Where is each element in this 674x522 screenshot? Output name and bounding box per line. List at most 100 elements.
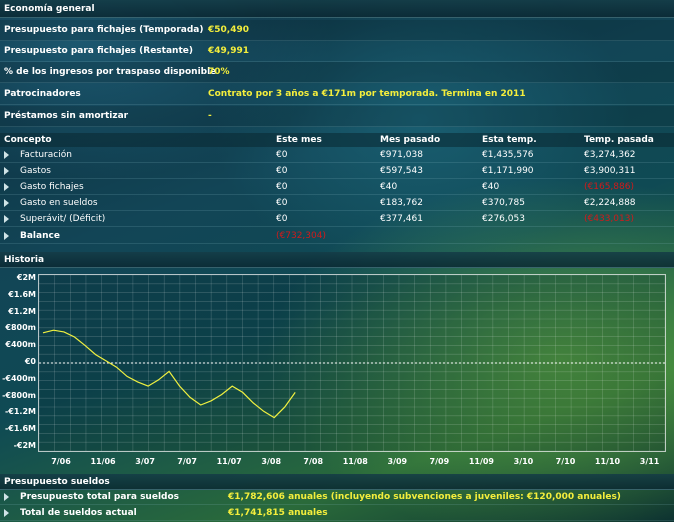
este-mes: €0 — [276, 150, 288, 160]
value: 70% — [208, 67, 230, 77]
mes-pasado: €183,762 — [380, 198, 423, 208]
x-tick-label: 7/09 — [429, 457, 450, 466]
economia-title: Economía general — [4, 4, 95, 14]
finance-row-gasto-fichajes[interactable]: Gasto fichajes €0 €40 €40 (€165,886) — [0, 179, 674, 195]
y-tick-label: -€800m — [2, 390, 36, 400]
row-presupuesto-restante: Presupuesto para fichajes (Restante) €49… — [0, 41, 674, 62]
esta-temp: €1,171,990 — [482, 166, 534, 176]
x-tick-label: 7/07 — [177, 457, 197, 466]
value: €1,782,606 anuales (incluyendo subvencio… — [228, 492, 621, 502]
concepto: Superávit/ (Déficit) — [20, 214, 106, 224]
value: €50,490 — [208, 25, 249, 35]
finance-row-facturacion[interactable]: Facturación €0 €971,038 €1,435,576 €3,27… — [0, 147, 674, 163]
x-tick-label: 11/06 — [90, 457, 116, 466]
finance-row-balance[interactable]: Balance (€732,304) — [0, 228, 674, 244]
header-este-mes: Este mes — [276, 135, 322, 145]
x-tick-label: 7/10 — [555, 457, 576, 466]
x-tick-label: 11/09 — [468, 457, 494, 466]
y-tick-label: -€1.6M — [4, 424, 36, 434]
concepto: Facturación — [20, 150, 72, 160]
esta-temp: €370,785 — [482, 198, 525, 208]
history-chart-svg — [39, 275, 665, 451]
finance-table-header: Concepto Este mes Mes pasado Esta temp. … — [0, 133, 674, 147]
x-tick-label: 3/08 — [261, 457, 282, 466]
header-temp-pasada: Temp. pasada — [584, 135, 654, 145]
y-tick-label: €2M — [16, 273, 36, 282]
label: Préstamos sin amortizar — [4, 111, 129, 121]
mes-pasado: €40 — [380, 182, 398, 192]
history-series-line — [42, 329, 296, 419]
esta-temp: €276,053 — [482, 214, 525, 224]
expand-triangle-icon[interactable] — [4, 215, 9, 223]
x-tick-label: 3/09 — [387, 457, 408, 466]
header-concepto: Concepto — [4, 135, 52, 145]
este-mes: €0 — [276, 166, 288, 176]
label: Presupuesto para fichajes (Temporada) — [4, 25, 204, 35]
expand-triangle-icon[interactable] — [4, 183, 9, 191]
label: Total de sueldos actual — [20, 508, 137, 518]
finance-row-gastos[interactable]: Gastos €0 €597,543 €1,171,990 €3,900,311 — [0, 163, 674, 179]
x-tick-label: 11/10 — [594, 457, 621, 466]
x-tick-label: 3/07 — [135, 457, 155, 466]
label: % de los ingresos por traspaso disponibl… — [4, 67, 217, 77]
x-tick-label: 7/08 — [303, 457, 324, 466]
label: Presupuesto para fichajes (Restante) — [4, 46, 193, 56]
mes-pasado: €377,461 — [380, 214, 423, 224]
temp-pasada: €2,224,888 — [584, 198, 636, 208]
y-tick-label: -€2M — [13, 441, 36, 450]
header-esta-temp: Esta temp. — [482, 135, 537, 145]
finance-row-gasto-sueldos[interactable]: Gasto en sueldos €0 €183,762 €370,785 €2… — [0, 195, 674, 211]
sueldos-row-presupuesto[interactable]: Presupuesto total para sueldos €1,782,60… — [0, 490, 674, 505]
historia-title: Historia — [4, 255, 45, 265]
temp-pasada: (€433,013) — [584, 214, 634, 224]
economia-rows: Presupuesto para fichajes (Temporada) €5… — [0, 18, 674, 130]
y-tick-label: -€400m — [2, 373, 36, 383]
sueldos-header: Presupuesto sueldos — [0, 474, 674, 490]
expand-triangle-icon[interactable] — [4, 509, 9, 517]
row-presupuesto-temporada: Presupuesto para fichajes (Temporada) €5… — [0, 20, 674, 41]
header-mes-pasado: Mes pasado — [380, 135, 441, 145]
expand-triangle-icon[interactable] — [4, 167, 9, 175]
label: Presupuesto total para sueldos — [20, 492, 180, 502]
x-tick-label: 3/11 — [639, 457, 660, 466]
expand-triangle-icon[interactable] — [4, 232, 9, 240]
x-tick-label: 7/06 — [51, 457, 71, 466]
label: Patrocinadores — [4, 89, 81, 99]
row-prestamos: Préstamos sin amortizar - — [0, 106, 674, 127]
y-tick-label: €400m — [5, 340, 36, 350]
historia-header: Historia — [0, 252, 674, 268]
y-tick-label: €1.6M — [8, 289, 36, 299]
concepto: Gastos — [20, 166, 51, 176]
economia-header: Economía general — [0, 0, 674, 18]
sueldos-title: Presupuesto sueldos — [4, 477, 110, 487]
este-mes: €0 — [276, 214, 288, 224]
x-tick-label: 11/08 — [342, 457, 368, 466]
expand-triangle-icon[interactable] — [4, 199, 9, 207]
temp-pasada: €3,900,311 — [584, 166, 636, 176]
temp-pasada: €3,274,362 — [584, 150, 636, 160]
expand-triangle-icon[interactable] — [4, 493, 9, 501]
value: €49,991 — [208, 46, 249, 56]
sueldos-row-total[interactable]: Total de sueldos actual €1,741,815 anual… — [0, 506, 674, 521]
balance-value: (€732,304) — [276, 231, 326, 241]
expand-triangle-icon[interactable] — [4, 151, 9, 159]
mes-pasado: €597,543 — [380, 166, 423, 176]
x-tick-label: 3/10 — [513, 457, 534, 466]
mes-pasado: €971,038 — [380, 150, 423, 160]
este-mes: €0 — [276, 182, 288, 192]
row-ingresos-traspaso: % de los ingresos por traspaso disponibl… — [0, 62, 674, 83]
finance-row-superavit[interactable]: Superávit/ (Déficit) €0 €377,461 €276,05… — [0, 211, 674, 227]
value: Contrato por 3 años a €171m por temporad… — [208, 89, 526, 99]
balance-label: Balance — [20, 231, 60, 241]
esta-temp: €1,435,576 — [482, 150, 534, 160]
temp-pasada: (€165,886) — [584, 182, 634, 192]
value: - — [208, 111, 212, 121]
y-tick-label: €1.2M — [8, 306, 36, 316]
row-patrocinadores: Patrocinadores Contrato por 3 años a €17… — [0, 84, 674, 105]
history-chart — [38, 274, 666, 452]
esta-temp: €40 — [482, 182, 500, 192]
este-mes: €0 — [276, 198, 288, 208]
concepto: Gasto fichajes — [20, 182, 84, 192]
y-tick-label: €0 — [24, 357, 36, 366]
value: €1,741,815 anuales — [228, 508, 328, 518]
